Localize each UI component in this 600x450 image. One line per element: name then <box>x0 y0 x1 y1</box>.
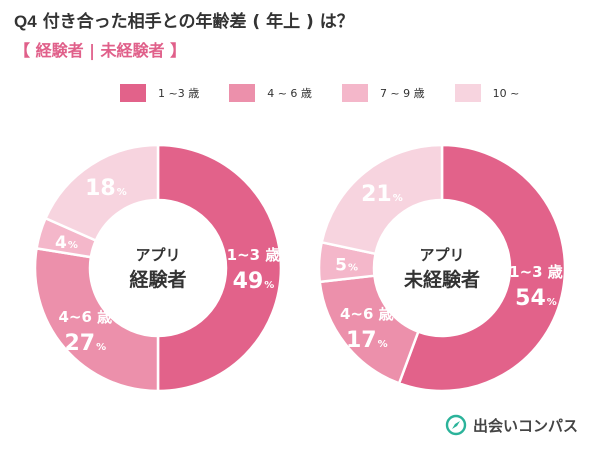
slice-value-label: 54% <box>515 286 557 311</box>
slice-label: 4~6 歳 27% <box>58 308 112 356</box>
legend-label: 4 ~ 6 歳 <box>267 87 312 100</box>
slice-category-label: 1~3 歳 <box>509 263 563 281</box>
legend: 1 ~3 歳 4 ~ 6 歳 7 ~ 9 歳 10 ~ <box>120 84 519 102</box>
legend-swatch <box>229 84 256 102</box>
legend-swatch <box>341 84 368 102</box>
slice-label: 4~6 歳 17% <box>340 305 394 353</box>
slice-value-label: 18% <box>85 176 127 201</box>
chart-subtitle: 【 経験者 | 未経験者 】 <box>14 41 187 60</box>
chart-title: Q4 付き合った相手との年齢差 ( 年上 ) は？ <box>14 7 354 32</box>
slice-value-label: 27% <box>64 331 106 356</box>
legend-item: 4 ~ 6 歳 <box>229 84 312 102</box>
slice-category-label: 4~6 歳 <box>340 305 394 323</box>
brand-name: 出会いコンパス <box>472 416 578 435</box>
slice-value-label: 5% <box>335 255 358 275</box>
donut-slice <box>156 143 283 393</box>
legend-swatch <box>120 84 146 102</box>
center-label-line2: 未経験者 <box>403 268 480 291</box>
donut-slice <box>320 143 444 256</box>
slice-category-label: 1~3 歳 <box>227 246 281 264</box>
slice-label: 5% <box>335 255 358 275</box>
slice-value-label: 17% <box>346 328 388 353</box>
legend-swatch <box>454 84 481 102</box>
slice-label: 1~3 歳 54% <box>509 263 563 311</box>
slice-label: 1~3 歳 49% <box>227 246 281 294</box>
legend-item: 1 ~3 歳 <box>120 84 199 102</box>
donut-slice <box>43 143 160 243</box>
donut-slice <box>33 246 160 393</box>
slice-value-label: 49% <box>233 269 275 294</box>
question-number: Q4 <box>14 12 37 31</box>
center-label-line2: 経験者 <box>129 268 186 291</box>
question-text: 付き合った相手との年齢差 ( 年上 ) は？ <box>42 12 354 32</box>
donut-slice <box>397 143 567 393</box>
brand-logo: 出会いコンパス <box>445 414 578 436</box>
compass-icon <box>445 414 467 436</box>
slice-category-label: 4~6 歳 <box>58 308 112 326</box>
legend-label: 7 ~ 9 歳 <box>379 87 425 100</box>
slice-label: 18% <box>85 176 127 201</box>
legend-label: 10 ~ <box>492 86 520 100</box>
slice-value-label: 4% <box>55 233 78 253</box>
legend-label: 1 ~3 歳 <box>158 87 200 100</box>
slice-label: 4% <box>55 233 78 253</box>
center-label-line1: アプリ <box>419 246 464 264</box>
slice-value-label: 21% <box>361 182 403 207</box>
center-label-line1: アプリ <box>135 246 180 264</box>
legend-item: 7 ~ 9 歳 <box>341 84 425 102</box>
slice-label: 21% <box>361 182 403 207</box>
legend-item: 10 ~ <box>454 84 520 102</box>
